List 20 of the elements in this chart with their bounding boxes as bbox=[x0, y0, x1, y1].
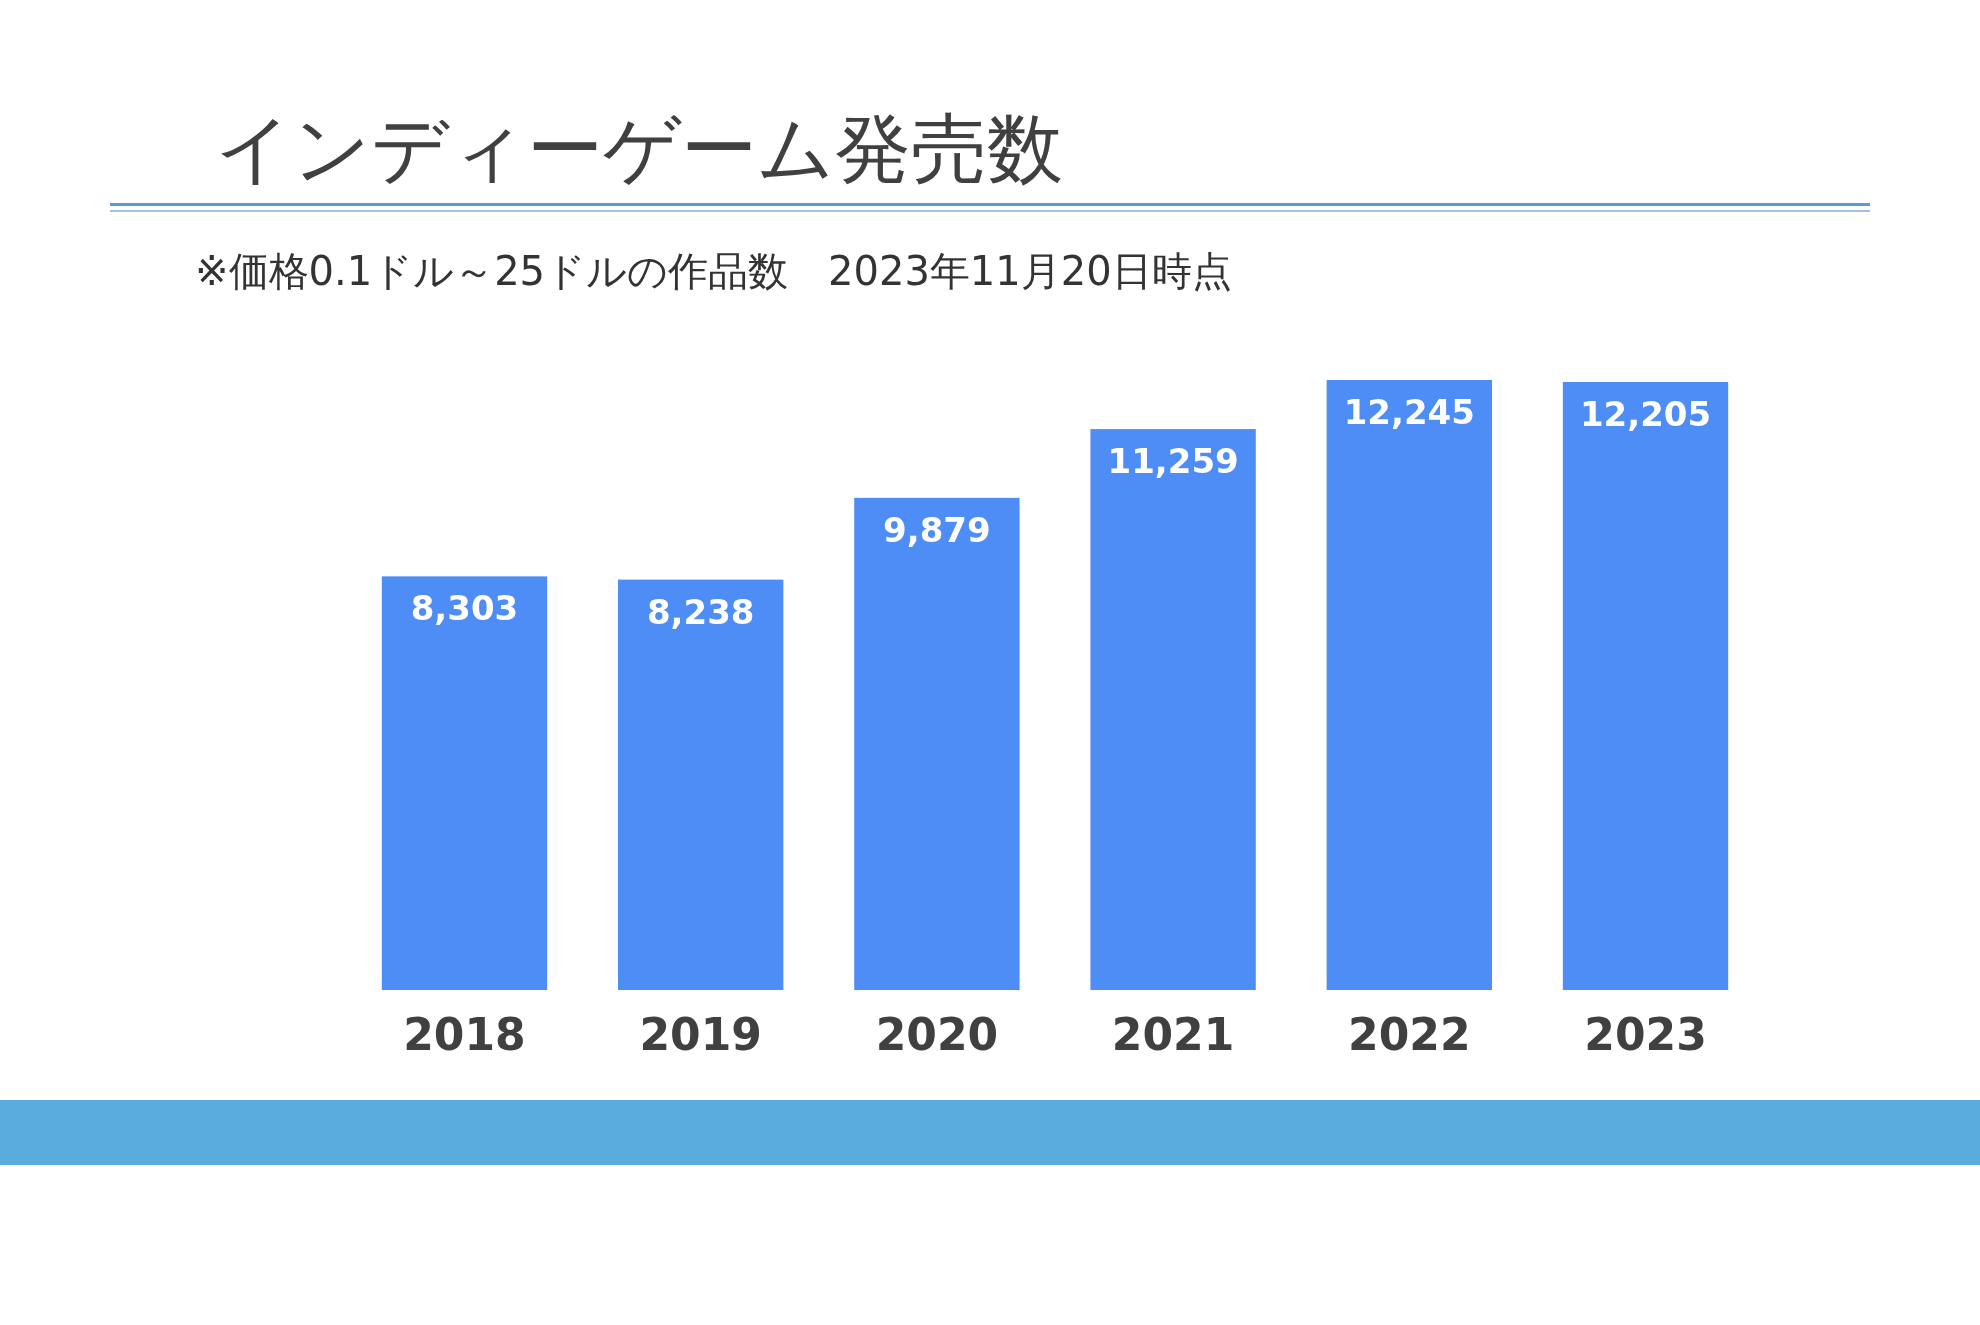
x-tick-label: 2019 bbox=[639, 1009, 762, 1060]
data-label: 8,303 bbox=[410, 588, 519, 629]
x-tick-label: 2018 bbox=[403, 1009, 526, 1060]
bar bbox=[854, 497, 1020, 990]
data-label: 12,245 bbox=[1343, 392, 1475, 432]
data-label: 9,879 bbox=[883, 509, 991, 550]
bar bbox=[1562, 381, 1729, 990]
x-tick-label: 2020 bbox=[875, 1009, 999, 1060]
bar bbox=[381, 576, 548, 990]
bar bbox=[1326, 380, 1492, 990]
bar bbox=[1090, 429, 1256, 990]
x-tick-label: 2023 bbox=[1584, 1009, 1707, 1060]
chart-title: インディーゲーム発売数 bbox=[215, 104, 1063, 193]
chart-subtitle: ※価格0.1ドル～25ドルの作品数 2023年11月20日時点 bbox=[195, 248, 1232, 294]
bar bbox=[618, 579, 784, 990]
data-label: 8,238 bbox=[646, 591, 755, 632]
data-label: 12,205 bbox=[1579, 393, 1712, 434]
data-label: 11,259 bbox=[1107, 441, 1239, 482]
x-tick-label: 2021 bbox=[1111, 1009, 1235, 1060]
x-tick-label: 2022 bbox=[1348, 1009, 1471, 1060]
